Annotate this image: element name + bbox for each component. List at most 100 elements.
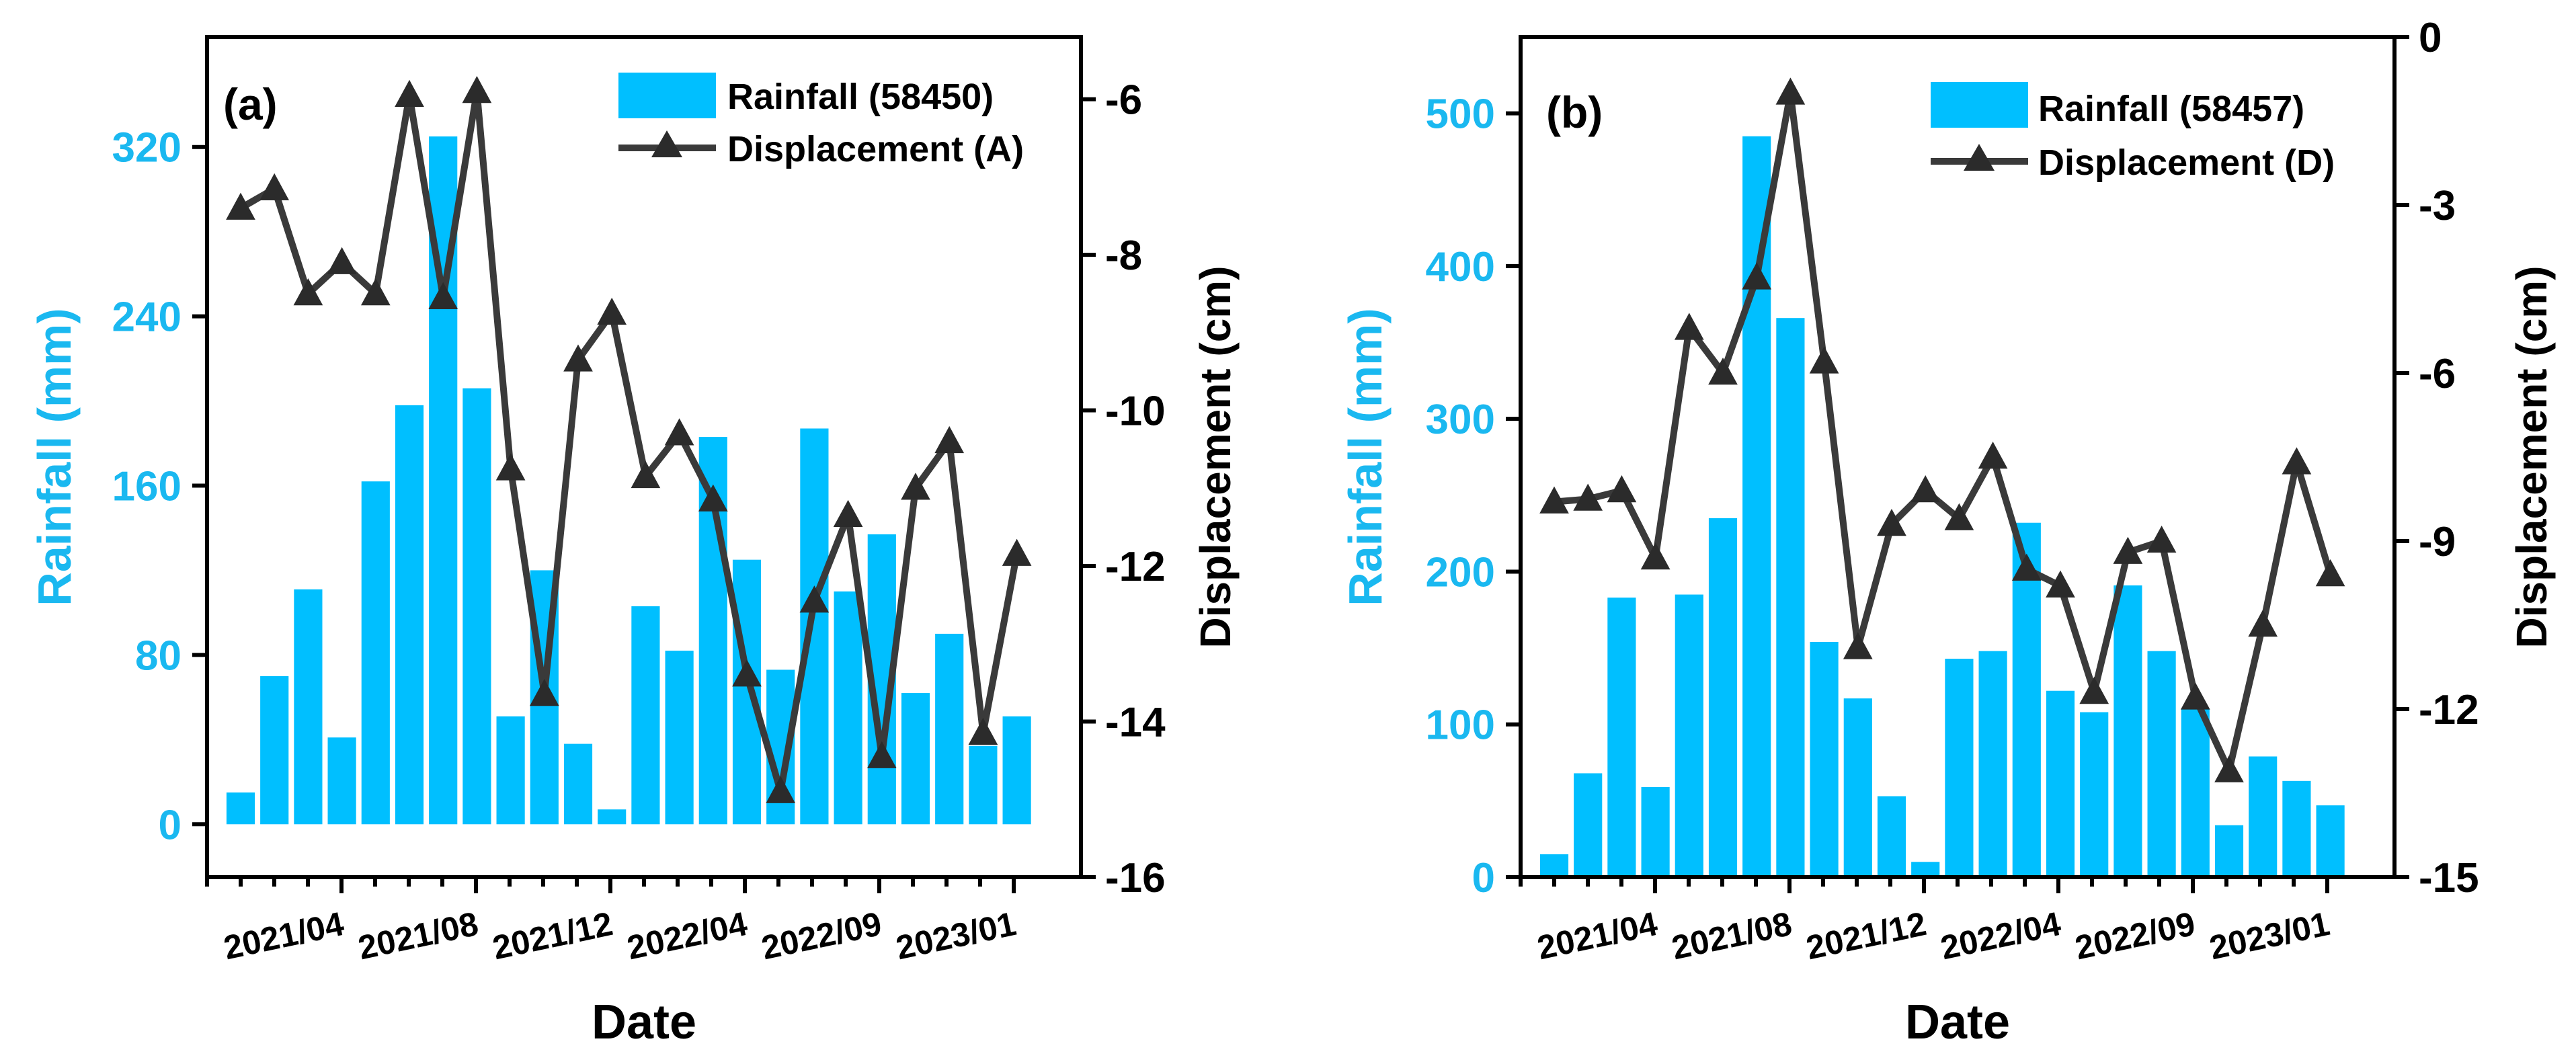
panel-b-rainfall-bar — [1641, 786, 1670, 877]
panel-b-rainfall-bar — [1574, 773, 1603, 877]
panel-b-displacement-marker — [2079, 677, 2109, 704]
panel-a-displacement-marker — [833, 499, 863, 528]
panel-b-legend: Rainfall (58457) Displacement (D) — [1931, 82, 2335, 183]
panel-a-marks — [226, 76, 1032, 825]
panel-b-left-tick-label: 100 — [1426, 702, 1495, 749]
panel-b-rainfall-bar — [1810, 642, 1839, 877]
panel-b-displacement-marker — [2046, 570, 2075, 598]
panel-a-displacement-marker — [462, 76, 492, 104]
panel-a-date-tick-label: 2021/04 — [220, 905, 348, 967]
panel-b-displacement-marker — [1843, 632, 1873, 659]
panel-b-legend-line-label: Displacement (D) — [2038, 142, 2335, 183]
panel-b-displacement-marker — [1877, 509, 1906, 536]
panel-a-displacement-marker — [360, 278, 391, 306]
panel-a-right-tick-label: -12 — [1105, 544, 1166, 590]
panel-a-displacement-marker — [901, 473, 930, 500]
panel-b-marks — [1539, 77, 2345, 877]
panel-b-displacement-marker — [2011, 553, 2042, 581]
panel-b-rainfall-bar — [1945, 659, 1974, 877]
panel-b-right-axis-title: Displacement (cm) — [2507, 266, 2556, 648]
panel-b-left-tick-label: 200 — [1426, 549, 1495, 596]
panel-b-rainfall-bar — [1911, 862, 1940, 877]
panel-a-right-tick-label: -8 — [1105, 233, 1142, 279]
panel-b-right-tick-label: -15 — [2419, 855, 2479, 901]
panel-a-rainfall-bar — [496, 716, 525, 825]
panel-b-date-tick-label: 2023/01 — [2206, 905, 2333, 967]
panel-a-displacement-marker — [529, 679, 559, 706]
panel-a-displacement-marker — [631, 460, 661, 489]
panel-a-right-axis-title: Displacement (cm) — [1191, 266, 1240, 648]
panel-a-date-tick-label: 2021/08 — [355, 905, 481, 967]
panel-a-rainfall-bar — [260, 676, 289, 825]
panel-a-rainfall-bar — [665, 651, 694, 825]
panel-b-rainfall-bar — [2249, 756, 2278, 877]
panel-b-left-tick-label: 500 — [1426, 91, 1495, 138]
panel-b-right-tick-label: -6 — [2419, 351, 2456, 397]
panel-b-left-tick-label: 0 — [1472, 855, 1495, 901]
panel-a-legend-line-label: Displacement (A) — [727, 129, 1024, 169]
panel-a-date-tick-label: 2021/12 — [489, 905, 616, 967]
panel-a-rainfall-bar — [462, 388, 491, 825]
panel-b-rainfall-bar — [2181, 709, 2210, 877]
panel-b-rainfall-bar — [1675, 594, 1703, 877]
panel-a-rainfall-bar — [361, 481, 390, 825]
panel-b-date-tick-label: 2021/08 — [1668, 905, 1795, 967]
panel-b-displacement-marker — [1944, 503, 1974, 530]
panel-b-displacement-marker — [1573, 483, 1603, 511]
panel-b-displacement-marker — [1910, 475, 1941, 503]
panel-a-legend-bar-swatch — [618, 73, 716, 118]
panel-b-rainfall-bar — [1843, 698, 1872, 877]
panel-b-displacement-marker — [2282, 447, 2312, 475]
panel-a-rainfall-bar — [834, 591, 862, 825]
panel-b-rainfall-bar — [1539, 854, 1569, 877]
panel-b-displacement-marker — [2248, 610, 2278, 637]
panel-b-right-tick-label: 0 — [2419, 15, 2442, 61]
panel-b-date-tick-label: 2022/09 — [2072, 905, 2198, 967]
panel-b-displacement-marker — [2214, 755, 2244, 782]
panel-b-displacement-marker — [2146, 526, 2177, 553]
panel-b-displacement-marker — [1978, 442, 2008, 469]
panel-a-rainfall-bar — [395, 405, 424, 825]
panel-b-displacement-marker — [2180, 682, 2210, 710]
panel-a-displacement-marker — [934, 425, 965, 454]
panel-a-displacement-marker — [495, 453, 526, 481]
panel-b-left-axis-title: Rainfall (mm) — [1339, 308, 1392, 606]
panel-b-rainfall-bar — [1708, 518, 1738, 877]
panel-b-displacement-marker — [2315, 559, 2345, 587]
panel-a-date-tick-label: 2022/04 — [624, 905, 751, 967]
panel-b-rainfall-bar — [2214, 825, 2244, 877]
panel-b-date-tick-label: 2022/04 — [1937, 905, 2064, 967]
panel-a-left-tick-label: 0 — [159, 802, 182, 848]
panel-a-rainfall-bar — [1002, 716, 1031, 825]
panel-b-left-tick-label: 300 — [1426, 397, 1495, 443]
panel-a-rainfall-bar — [901, 693, 930, 825]
panel-a-rainfall-bar — [935, 633, 964, 825]
panel-a-displacement-marker — [968, 717, 998, 745]
panel-b-rainfall-bar — [1877, 796, 1906, 877]
panel-a-displacement-marker — [428, 282, 458, 309]
panel-a-displacement-marker — [664, 418, 694, 446]
panel-b-right-tick-label: -9 — [2419, 519, 2456, 565]
panel-b-displacement-marker — [2113, 536, 2143, 564]
panel-b-displacement-marker — [1674, 313, 1704, 340]
panel-a-x-axis-title: Date — [592, 995, 696, 1049]
panel-a-displacement-marker — [226, 192, 255, 220]
panel-a-displacement-marker — [563, 344, 593, 372]
panel-a-left-tick-label: 240 — [112, 294, 182, 341]
panel-a-displacement-marker — [293, 278, 323, 306]
panel-a-left-tick-label: 160 — [112, 464, 182, 510]
panel-b-displacement-marker — [1607, 475, 1637, 503]
panel-a-left-axis-title: Rainfall (mm) — [28, 308, 81, 606]
panel-b-displacement-marker — [1539, 486, 1569, 514]
panel-b-displacement-line — [1554, 89, 2334, 774]
panel-a-displacement-marker — [327, 247, 357, 274]
panel-b-right-tick-label: -12 — [2419, 687, 2479, 733]
panel-a-right-tick-label: -16 — [1105, 855, 1166, 901]
panel-a-legend-bar-label: Rainfall (58450) — [727, 77, 994, 117]
panel-a-label: (a) — [223, 79, 278, 129]
panel-b-rainfall-bar — [2114, 585, 2142, 877]
